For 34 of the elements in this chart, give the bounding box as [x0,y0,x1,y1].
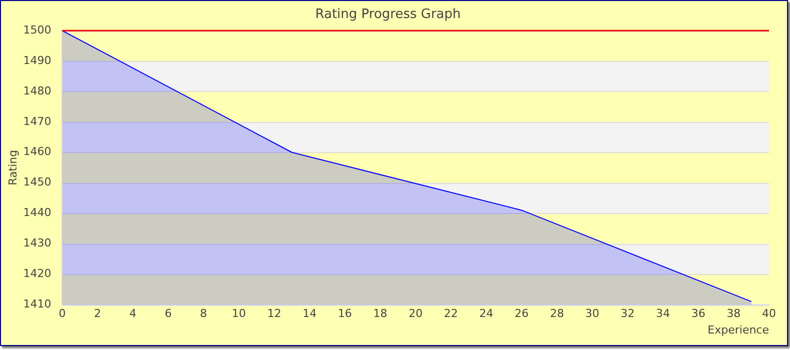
x-tick-label: 14 [302,307,317,320]
x-axis-title: Experience [708,323,770,336]
y-tick-label: 1490 [23,54,52,67]
y-tick-label: 1500 [23,23,52,36]
x-tick-label: 8 [200,307,208,320]
y-tick-label: 1430 [23,236,52,250]
x-tick-label: 36 [691,307,706,320]
y-tick-label: 1410 [23,297,52,310]
y-tick-label: 1470 [23,114,52,128]
x-tick-label: 10 [232,307,246,320]
x-tick-label: 38 [726,307,741,320]
x-tick-label: 12 [267,307,282,320]
x-tick-label: 24 [479,307,494,320]
y-tick-label: 1420 [23,267,52,280]
y-tick-label: 1450 [23,176,52,189]
x-tick-label: 28 [550,307,564,320]
y-tick-label: 1480 [23,84,52,98]
x-tick-label: 34 [656,307,670,320]
x-tick-label: 32 [620,307,635,320]
x-tick-label: 26 [514,307,529,320]
x-tick-label: 16 [338,307,352,320]
x-tick-label: 22 [444,307,458,320]
x-tick-label: 40 [762,307,776,320]
x-tick-label: 20 [408,307,423,320]
y-axis-title: Rating [6,150,20,186]
x-tick-label: 6 [164,307,172,320]
x-tick-label: 4 [129,307,136,320]
x-tick-label: 30 [585,307,600,320]
y-tick-label: 1460 [23,145,52,158]
chart-title: Rating Progress Graph [315,7,461,22]
x-tick-label: 0 [58,307,66,320]
y-tick-label: 1440 [23,206,52,220]
x-tick-label: 2 [94,307,102,320]
x-tick-label: 18 [373,307,388,320]
